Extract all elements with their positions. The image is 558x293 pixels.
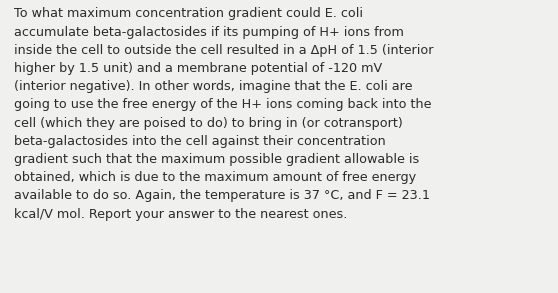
Text: To what maximum concentration gradient could E. coli
accumulate beta-galactoside: To what maximum concentration gradient c… bbox=[14, 7, 434, 221]
